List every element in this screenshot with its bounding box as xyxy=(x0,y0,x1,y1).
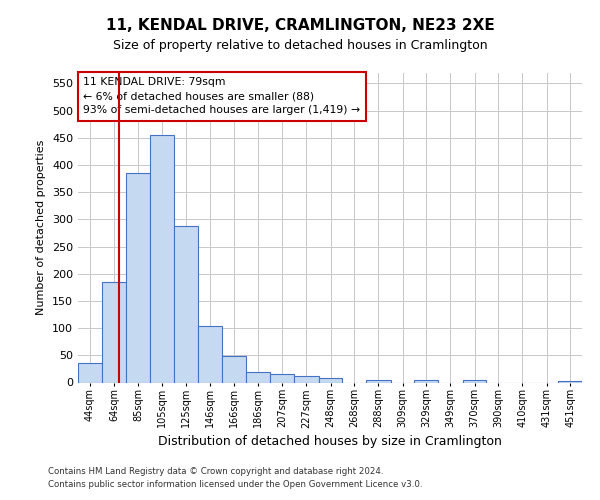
Bar xyxy=(101,282,127,382)
Bar xyxy=(319,378,343,382)
Text: 11 KENDAL DRIVE: 79sqm
← 6% of detached houses are smaller (88)
93% of semi-deta: 11 KENDAL DRIVE: 79sqm ← 6% of detached … xyxy=(83,77,360,115)
Bar xyxy=(415,380,438,382)
Bar xyxy=(222,356,245,382)
Text: Contains HM Land Registry data © Crown copyright and database right 2024.: Contains HM Land Registry data © Crown c… xyxy=(48,467,383,476)
Bar xyxy=(173,226,199,382)
Bar xyxy=(559,381,582,382)
X-axis label: Distribution of detached houses by size in Cramlington: Distribution of detached houses by size … xyxy=(158,434,502,448)
Bar xyxy=(366,380,391,382)
Bar xyxy=(271,374,294,382)
Bar xyxy=(127,173,150,382)
Bar xyxy=(199,326,222,382)
Bar xyxy=(245,372,271,382)
Bar xyxy=(78,364,101,382)
Bar xyxy=(294,376,319,382)
Text: Contains public sector information licensed under the Open Government Licence v3: Contains public sector information licen… xyxy=(48,480,422,489)
Text: 11, KENDAL DRIVE, CRAMLINGTON, NE23 2XE: 11, KENDAL DRIVE, CRAMLINGTON, NE23 2XE xyxy=(106,18,494,32)
Bar xyxy=(150,135,173,382)
Y-axis label: Number of detached properties: Number of detached properties xyxy=(37,140,46,315)
Bar xyxy=(463,380,487,382)
Text: Size of property relative to detached houses in Cramlington: Size of property relative to detached ho… xyxy=(113,39,487,52)
